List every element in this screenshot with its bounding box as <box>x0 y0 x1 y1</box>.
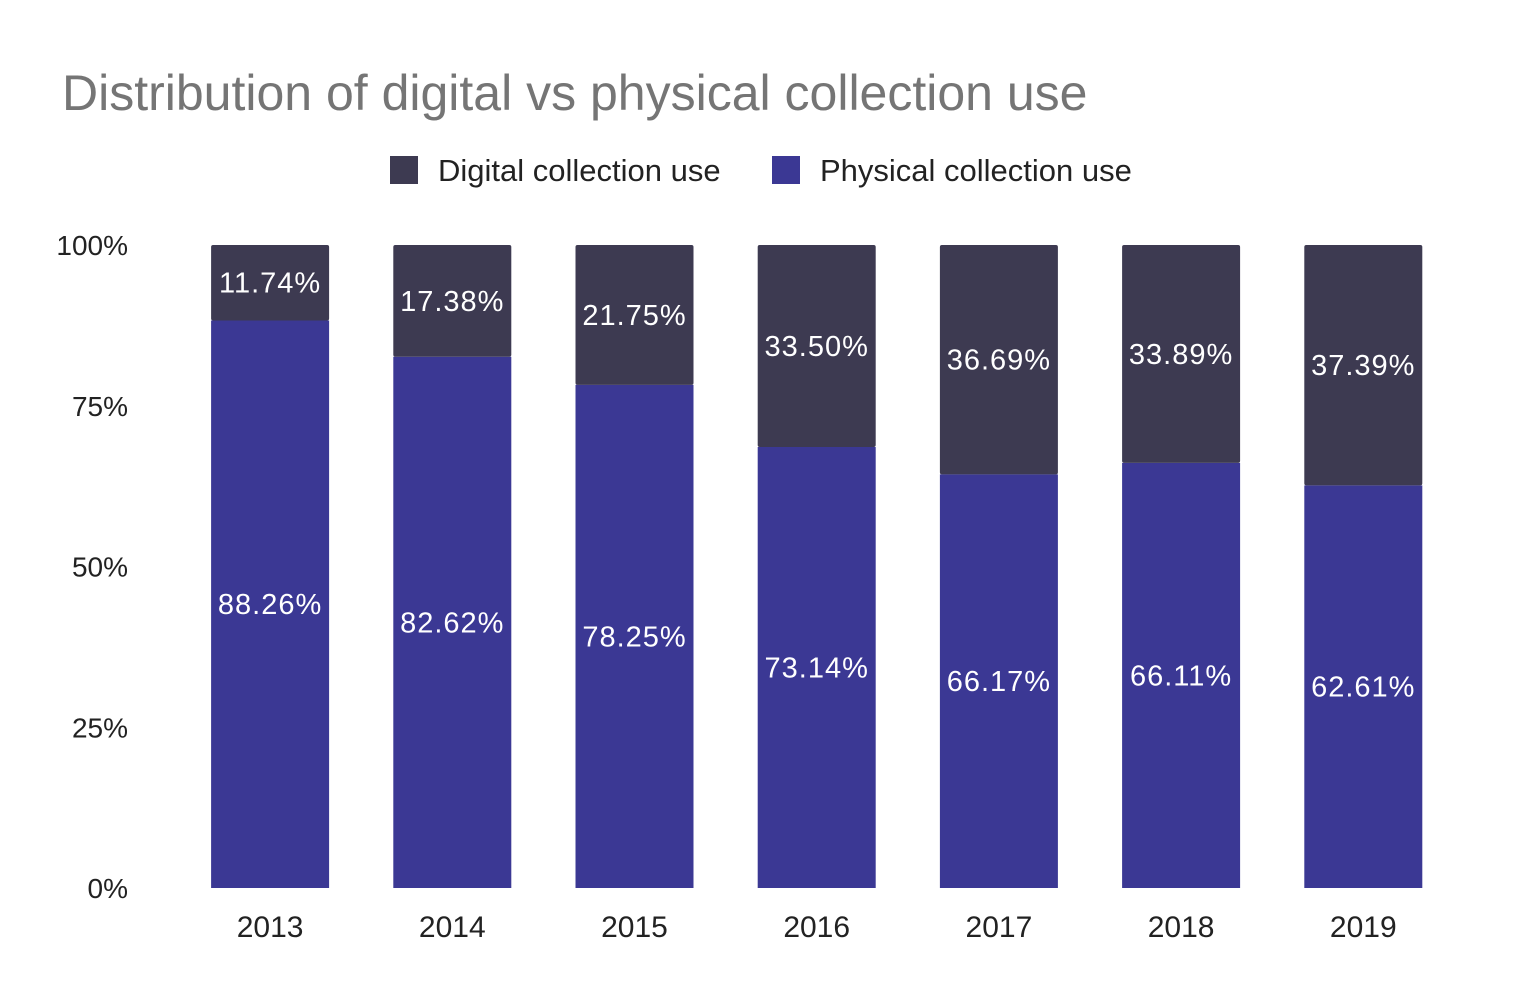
data-label: 37.39% <box>1311 350 1415 382</box>
y-tick-label: 75% <box>72 391 128 422</box>
bar-2014: 82.62% 17.38% <box>393 245 512 888</box>
bars: 88.26% 11.74% 82.62% 17.38% 78.25% 21.75% 73.1… <box>211 245 1423 889</box>
x-tick-label: 2018 <box>1148 911 1215 944</box>
x-axis: 2013 2014 2015 2016 2017 2018 2019 <box>237 911 1397 944</box>
bar-segment-physical <box>575 384 694 888</box>
bar-segment-digital <box>1122 245 1241 463</box>
y-tick-label: 50% <box>72 552 128 583</box>
legend-swatch-physical <box>772 156 800 184</box>
bar-segment-digital <box>939 245 1058 475</box>
chart-title: Distribution of digital vs physical coll… <box>62 65 1088 121</box>
data-label: 66.17% <box>947 666 1051 698</box>
data-label: 66.11% <box>1130 660 1232 692</box>
x-tick-label: 2016 <box>783 911 850 944</box>
bar-segment-digital <box>1304 245 1423 486</box>
bar-2016: 73.14% 33.50% <box>757 245 876 888</box>
legend-label-physical: Physical collection use <box>820 153 1132 188</box>
x-tick-label: 2014 <box>419 911 486 944</box>
data-label: 82.62% <box>400 607 504 639</box>
data-label: 88.26% <box>218 589 322 621</box>
data-label: 11.74% <box>219 268 321 300</box>
y-tick-label: 100% <box>56 230 128 261</box>
y-axis: 0% 25% 50% 75% 100% <box>56 230 128 904</box>
data-label: 21.75% <box>582 300 686 332</box>
bar-2017: 66.17% 36.69% <box>939 245 1058 888</box>
data-label: 78.25% <box>582 621 686 653</box>
bar-segment-digital <box>575 245 694 385</box>
bar-segment-digital <box>393 245 512 357</box>
legend: Digital collection use Physical collecti… <box>390 153 1132 188</box>
data-label: 33.50% <box>765 331 869 363</box>
bar-segment-digital <box>757 245 876 447</box>
data-label: 36.69% <box>947 345 1051 377</box>
bar-segment-physical <box>939 474 1058 888</box>
x-tick-label: 2013 <box>237 911 304 944</box>
bar-segment-physical <box>1304 485 1423 888</box>
bar-segment-physical <box>1122 462 1241 888</box>
y-tick-label: 0% <box>88 873 128 904</box>
bar-segment-physical <box>757 446 876 888</box>
data-label: 62.61% <box>1311 672 1415 704</box>
bar-segment-digital <box>211 245 330 321</box>
bar-2015: 78.25% 21.75% <box>575 245 694 888</box>
data-label: 17.38% <box>400 286 504 318</box>
bar-2018: 66.11% 33.89% <box>1122 245 1241 888</box>
legend-swatch-digital <box>390 156 418 184</box>
y-tick-label: 25% <box>72 712 128 743</box>
data-label: 33.89% <box>1129 339 1233 371</box>
x-tick-label: 2019 <box>1330 911 1397 944</box>
legend-label-digital: Digital collection use <box>438 153 721 188</box>
x-tick-label: 2017 <box>966 911 1033 944</box>
data-label: 73.14% <box>765 652 869 684</box>
bar-segment-physical <box>393 356 512 888</box>
bar-segment-physical <box>211 320 330 889</box>
bar-2013: 88.26% 11.74% <box>211 245 330 889</box>
x-tick-label: 2015 <box>601 911 668 944</box>
bar-2019: 62.61% 37.39% <box>1304 245 1423 888</box>
